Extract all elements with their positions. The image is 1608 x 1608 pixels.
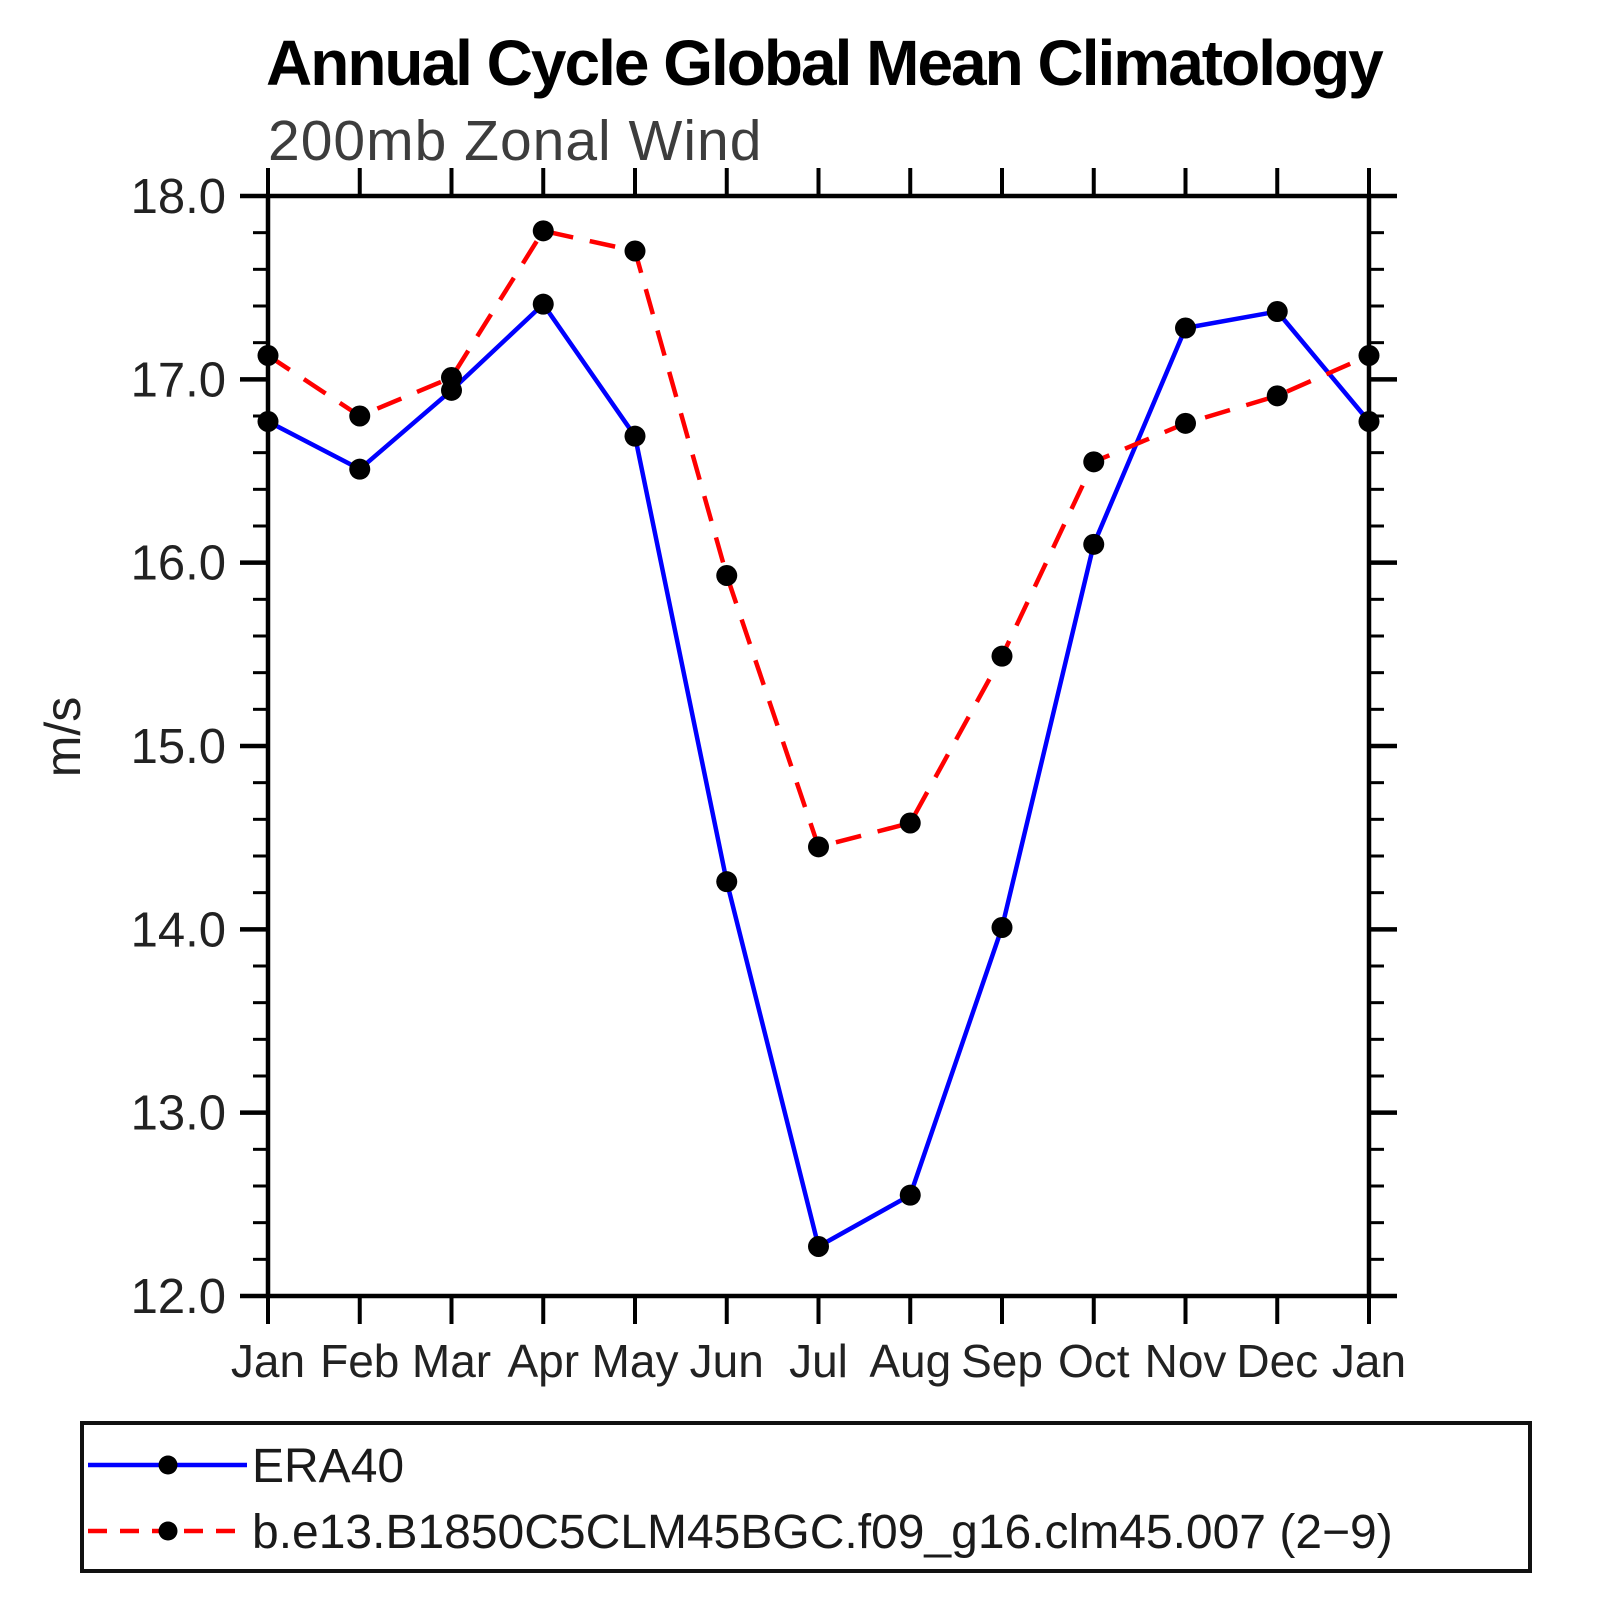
x-tick-label: May [592, 1335, 679, 1387]
x-tick-label: Apr [507, 1335, 579, 1387]
y-tick-label: 18.0 [131, 170, 226, 224]
data-point [349, 458, 371, 480]
y-tick-label: 14.0 [131, 903, 226, 957]
legend-label-era40: ERA40 [252, 1440, 404, 1493]
legend-swatch-marker-0 [158, 1455, 178, 1475]
x-tick-label: Jan [1332, 1335, 1406, 1387]
data-point [899, 812, 921, 834]
data-point [441, 367, 462, 388]
x-tick-label: Nov [1145, 1335, 1227, 1387]
x-tick-label: Feb [320, 1335, 399, 1387]
y-axis-label: m/s [35, 697, 91, 778]
data-point [899, 1184, 921, 1206]
x-tick-label: Jul [789, 1335, 848, 1387]
x-tick-label: Aug [869, 1335, 951, 1387]
data-point [716, 565, 738, 586]
data-point [991, 645, 1013, 667]
legend-swatch-marker-1 [158, 1521, 178, 1541]
legend-box [80, 1421, 1532, 1573]
x-tick-label: Mar [412, 1335, 491, 1387]
y-tick-label: 12.0 [131, 1270, 226, 1324]
x-tick-label: Jan [231, 1335, 305, 1387]
data-point [532, 293, 554, 315]
data-point [1083, 533, 1105, 555]
chart-title: Annual Cycle Global Mean Climatology [266, 27, 1384, 99]
legend: ERA40 b.e13.B1850C5CLM45BGC.f09_g16.clm4… [80, 1421, 1532, 1573]
data-point [1175, 412, 1196, 434]
data-point [624, 240, 646, 262]
y-tick-label: 16.0 [131, 537, 226, 591]
data-point [624, 425, 646, 447]
legend-swatches [88, 1455, 247, 1541]
data-point [991, 917, 1013, 938]
data-point [1175, 317, 1196, 339]
data-point [808, 836, 829, 858]
x-tick-label: Jun [690, 1335, 764, 1387]
x-tick-label: Dec [1236, 1335, 1318, 1387]
data-point [349, 405, 371, 427]
data-point [1266, 385, 1288, 407]
y-tick-label: 17.0 [131, 353, 226, 407]
data-point [716, 871, 738, 893]
y-tick-label: 13.0 [131, 1087, 226, 1141]
x-tick-label: Sep [961, 1335, 1043, 1387]
legend-label-model: b.e13.B1850C5CLM45BGC.f09_g16.clm45.007 … [252, 1506, 1393, 1559]
y-tick-label: 15.0 [131, 720, 226, 774]
series-line-0 [266, 301, 1371, 1249]
chart-subtitle: 200mb Zonal Wind [268, 109, 763, 173]
plot-box [265, 193, 1372, 1299]
data-point [257, 411, 279, 432]
data-point [257, 345, 279, 366]
x-tick-label: Oct [1058, 1335, 1130, 1387]
data-point [808, 1236, 829, 1257]
axes-layer: 12.0 13.0 14.0 15.0 16.0 17.0 18.0 Jan Feb Mar Apr… [131, 168, 1406, 1387]
data-point [1266, 301, 1288, 322]
data-point [1358, 411, 1380, 432]
data-point [532, 220, 554, 242]
series-layer [257, 220, 1380, 1257]
data-point [1083, 451, 1105, 473]
data-point [1358, 345, 1380, 366]
